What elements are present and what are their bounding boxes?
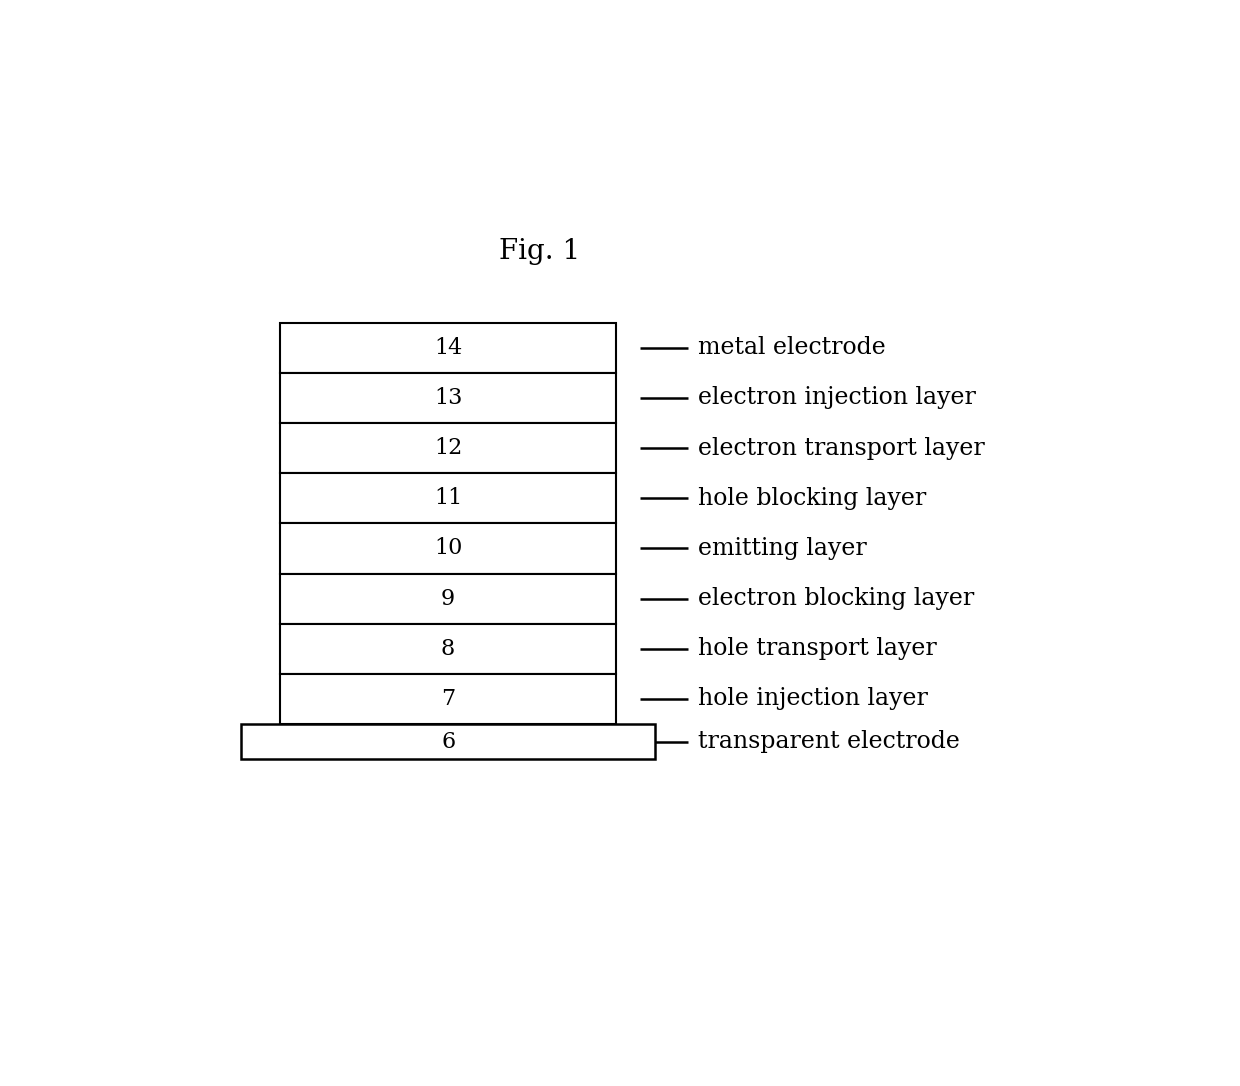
FancyBboxPatch shape xyxy=(280,372,616,424)
Text: 11: 11 xyxy=(434,488,463,509)
Text: 13: 13 xyxy=(434,387,463,409)
Text: emitting layer: emitting layer xyxy=(698,536,867,560)
Text: 14: 14 xyxy=(434,337,463,358)
Text: transparent electrode: transparent electrode xyxy=(698,730,960,753)
Text: electron injection layer: electron injection layer xyxy=(698,387,976,409)
FancyBboxPatch shape xyxy=(280,323,616,372)
Text: 8: 8 xyxy=(441,637,455,660)
FancyBboxPatch shape xyxy=(242,724,655,759)
FancyBboxPatch shape xyxy=(280,673,616,724)
FancyBboxPatch shape xyxy=(280,573,616,623)
FancyBboxPatch shape xyxy=(280,523,616,573)
FancyBboxPatch shape xyxy=(280,623,616,673)
Text: 9: 9 xyxy=(441,588,455,609)
Text: 12: 12 xyxy=(434,437,463,459)
Text: hole injection layer: hole injection layer xyxy=(698,687,928,710)
Text: hole transport layer: hole transport layer xyxy=(698,637,936,660)
Text: electron transport layer: electron transport layer xyxy=(698,437,985,459)
Text: 7: 7 xyxy=(441,687,455,710)
Text: metal electrode: metal electrode xyxy=(698,337,885,359)
Text: 6: 6 xyxy=(441,731,455,753)
FancyBboxPatch shape xyxy=(280,424,616,473)
FancyBboxPatch shape xyxy=(280,473,616,523)
Text: Fig. 1: Fig. 1 xyxy=(498,238,580,265)
Text: hole blocking layer: hole blocking layer xyxy=(698,487,926,509)
Text: 10: 10 xyxy=(434,538,463,559)
Text: electron blocking layer: electron blocking layer xyxy=(698,588,975,610)
